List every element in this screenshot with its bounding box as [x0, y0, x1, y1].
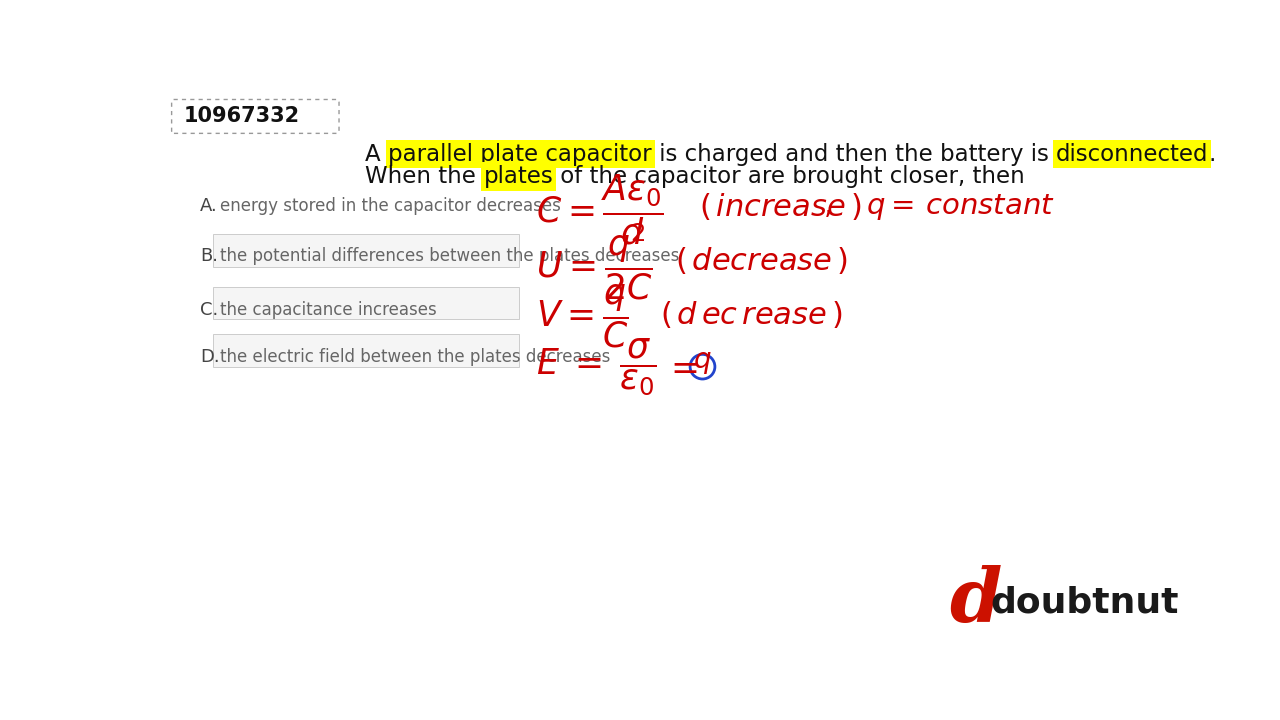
- Text: $( \, increase \, )$: $( \, increase \, )$: [699, 192, 861, 222]
- Text: the capacitance increases: the capacitance increases: [220, 301, 438, 319]
- Text: $C = \dfrac{A\varepsilon_0}{d}$: $C = \dfrac{A\varepsilon_0}{d}$: [536, 172, 664, 247]
- Text: $U = \dfrac{q^2}{2C}$: $U = \dfrac{q^2}{2C}$: [536, 222, 653, 302]
- FancyBboxPatch shape: [212, 334, 518, 366]
- FancyBboxPatch shape: [938, 579, 1147, 627]
- Text: $( \, d \, ec \, rease \, )$: $( \, d \, ec \, rease \, )$: [660, 300, 842, 331]
- Text: D.: D.: [200, 348, 220, 366]
- Text: $( \, decrease \, )$: $( \, decrease \, )$: [676, 246, 847, 277]
- Text: B.: B.: [200, 247, 219, 265]
- Text: C.: C.: [200, 301, 219, 319]
- FancyBboxPatch shape: [212, 287, 518, 319]
- FancyBboxPatch shape: [172, 99, 339, 133]
- Text: of the capacitor are brought closer: of the capacitor are brought closer: [553, 165, 959, 188]
- Text: the electric field between the plates decreases: the electric field between the plates de…: [220, 348, 611, 366]
- Text: $, \quad q = \, constant$: $, \quad q = \, constant$: [823, 192, 1055, 222]
- Text: $E \; = \; \dfrac{\sigma}{\varepsilon_0}$: $E \; = \; \dfrac{\sigma}{\varepsilon_0}…: [536, 337, 657, 398]
- Text: disconnected: disconnected: [1056, 143, 1208, 166]
- Text: plates: plates: [484, 165, 553, 188]
- FancyBboxPatch shape: [212, 234, 518, 266]
- Text: $V = \dfrac{q}{C}$: $V = \dfrac{q}{C}$: [536, 282, 628, 350]
- Text: parallel plate capacitor: parallel plate capacitor: [388, 143, 652, 166]
- Text: A.: A.: [200, 197, 218, 215]
- Text: doubtnut: doubtnut: [991, 585, 1179, 619]
- Text: is charged and then the battery is: is charged and then the battery is: [652, 143, 1056, 166]
- Text: A: A: [365, 143, 388, 166]
- Text: .: .: [1208, 143, 1216, 166]
- Text: , then: , then: [959, 165, 1025, 188]
- Text: When the: When the: [365, 165, 484, 188]
- Text: 10967332: 10967332: [183, 107, 300, 127]
- Text: $= \;$: $= \;$: [664, 351, 698, 384]
- Text: $q$: $q$: [694, 348, 712, 376]
- Text: d: d: [948, 564, 1001, 637]
- Text: the potential differences between the plates decreases: the potential differences between the pl…: [220, 247, 680, 265]
- Text: energy stored in the capacitor decreases: energy stored in the capacitor decreases: [220, 197, 562, 215]
